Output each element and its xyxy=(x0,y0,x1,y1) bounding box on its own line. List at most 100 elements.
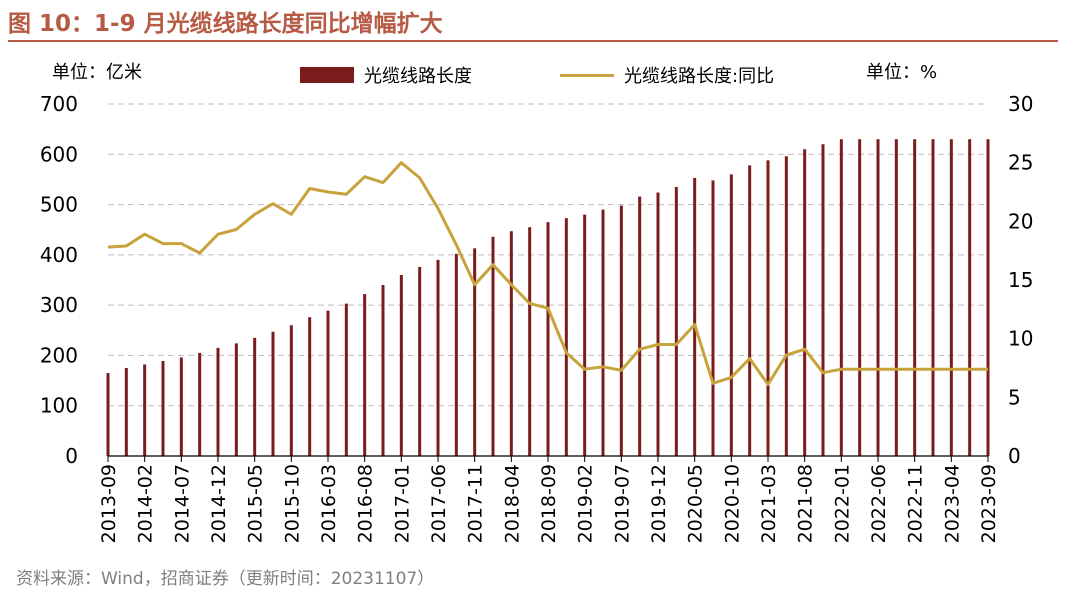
x-tick-label: 2018-09 xyxy=(538,464,560,543)
bar xyxy=(913,139,917,456)
bar xyxy=(748,165,752,456)
bar xyxy=(674,186,678,456)
bar xyxy=(693,177,697,457)
x-tick-label: 2014-12 xyxy=(208,464,230,543)
bar xyxy=(454,253,458,456)
x-tick-label: 2021-03 xyxy=(758,464,780,543)
x-tick-label: 2016-03 xyxy=(318,464,340,543)
bar xyxy=(968,139,972,456)
bar xyxy=(839,139,843,456)
bar xyxy=(308,317,312,456)
x-tick-label: 2015-05 xyxy=(245,464,267,543)
y-right-tick-label: 15 xyxy=(1008,268,1033,292)
right-axis-unit: 单位：% xyxy=(866,62,938,83)
legend-item-bar: 光缆线路长度 xyxy=(300,62,472,88)
bar xyxy=(143,364,147,456)
y-left-tick-label: 100 xyxy=(40,394,78,418)
y-left-tick-label: 700 xyxy=(40,92,78,116)
y-left-tick-label: 500 xyxy=(40,193,78,217)
x-tick-label: 2014-07 xyxy=(171,464,193,543)
x-tick-label: 2017-01 xyxy=(391,464,413,543)
bar xyxy=(601,209,605,456)
bar xyxy=(509,231,513,456)
bar xyxy=(711,180,715,457)
bar xyxy=(858,139,862,456)
y-right-tick-label: 30 xyxy=(1008,92,1033,116)
y-left-tick-label: 0 xyxy=(65,444,78,468)
legend-line-swatch xyxy=(560,73,614,77)
bar xyxy=(583,214,587,456)
bar xyxy=(619,205,623,456)
x-tick-label: 2021-08 xyxy=(795,464,817,543)
bar xyxy=(418,266,422,456)
x-tick-label: 2023-09 xyxy=(978,464,1000,543)
legend-bar-label: 光缆线路长度 xyxy=(364,66,472,87)
source-note: 资料来源：Wind，招商证券（更新时间：20231107） xyxy=(16,569,435,589)
x-tick-label: 2019-07 xyxy=(611,464,633,543)
bar xyxy=(528,227,532,456)
left-axis-unit: 单位：亿米 xyxy=(52,62,142,83)
y-left-tick-label: 400 xyxy=(40,243,78,267)
bar xyxy=(473,248,477,456)
bar xyxy=(766,160,770,456)
x-tick-label: 2020-10 xyxy=(721,464,743,543)
x-tick-label: 2020-05 xyxy=(685,464,707,543)
legend-item-line: 光缆线路长度:同比 xyxy=(560,62,774,88)
y-right-tick-label: 5 xyxy=(1008,385,1021,409)
bar xyxy=(399,274,403,456)
x-tick-label: 2017-06 xyxy=(428,464,450,543)
bar xyxy=(546,222,550,456)
yoy-line xyxy=(107,161,988,386)
bar xyxy=(344,303,348,456)
bar xyxy=(638,196,642,457)
x-tick-label: 2022-06 xyxy=(868,464,890,543)
y-right-tick-label: 10 xyxy=(1008,327,1033,351)
y-left-tick-label: 200 xyxy=(40,343,78,367)
chart-title: 图 10：1-9 月光缆线路长度同比增幅扩大 xyxy=(8,11,443,37)
legend-line-label: 光缆线路长度:同比 xyxy=(624,66,775,87)
bar xyxy=(289,325,293,456)
bar xyxy=(894,139,898,456)
x-tick-label: 2023-04 xyxy=(941,464,963,543)
legend-bar-swatch xyxy=(300,67,354,83)
bar xyxy=(381,285,385,456)
x-tick-label: 2018-04 xyxy=(501,464,523,543)
bar xyxy=(106,373,110,456)
bar xyxy=(564,218,568,456)
x-tick-label: 2015-10 xyxy=(281,464,303,543)
x-tick-label: 2019-12 xyxy=(648,464,670,543)
x-tick-label: 2019-02 xyxy=(575,464,597,543)
y-right-tick-label: 20 xyxy=(1008,209,1033,233)
bar xyxy=(931,139,935,456)
x-tick-label: 2013-09 xyxy=(98,464,120,543)
bar xyxy=(363,294,367,456)
bar xyxy=(803,149,807,456)
bar xyxy=(491,236,495,456)
bar xyxy=(436,259,440,456)
x-tick-label: 2014-02 xyxy=(135,464,157,543)
bar xyxy=(986,139,990,456)
bar xyxy=(216,347,220,456)
y-left-tick-label: 600 xyxy=(40,142,78,166)
bar xyxy=(161,360,165,456)
bar xyxy=(656,192,660,456)
x-tick-label: 2017-11 xyxy=(465,464,487,543)
y-right-tick-label: 25 xyxy=(1008,151,1033,175)
bar xyxy=(949,139,953,456)
bar xyxy=(271,331,275,456)
bar xyxy=(234,343,238,456)
bar xyxy=(821,144,825,456)
y-right-tick-label: 0 xyxy=(1008,444,1021,468)
bar xyxy=(179,357,183,456)
y-left-tick-label: 300 xyxy=(40,293,78,317)
bar xyxy=(253,337,257,456)
bar xyxy=(784,156,788,456)
bar xyxy=(198,352,202,456)
title-divider xyxy=(8,40,1058,42)
x-tick-label: 2016-08 xyxy=(355,464,377,543)
bar xyxy=(326,310,330,456)
bar xyxy=(124,368,128,456)
bar xyxy=(876,139,880,456)
x-tick-label: 2022-01 xyxy=(831,464,853,543)
